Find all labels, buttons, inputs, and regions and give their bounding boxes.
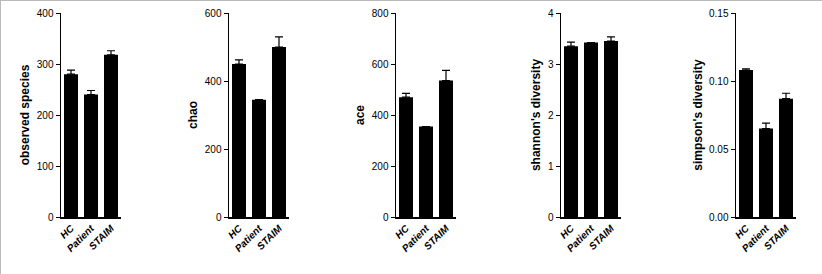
svg-text:0.15: 0.15	[709, 8, 729, 19]
svg-text:100: 100	[37, 161, 54, 172]
svg-text:STAIM: STAIM	[422, 222, 452, 252]
svg-text:Patient: Patient	[233, 222, 265, 254]
svg-text:0: 0	[48, 212, 54, 223]
svg-text:300: 300	[37, 59, 54, 70]
svg-text:1: 1	[548, 161, 554, 172]
svg-text:HC: HC	[733, 222, 752, 241]
svg-text:HC: HC	[226, 222, 245, 241]
svg-text:4: 4	[548, 8, 554, 19]
svg-text:0.10: 0.10	[709, 76, 729, 87]
svg-text:400: 400	[37, 8, 54, 19]
svg-text:200: 200	[205, 144, 222, 155]
svg-text:2: 2	[548, 110, 554, 121]
svg-text:STAIM: STAIM	[762, 222, 792, 252]
svg-text:observed species: observed species	[18, 64, 32, 165]
svg-text:Patient: Patient	[565, 222, 597, 254]
svg-text:simpson's diversity: simpson's diversity	[691, 59, 705, 171]
svg-text:3: 3	[548, 59, 554, 70]
svg-text:600: 600	[205, 8, 222, 19]
svg-text:0: 0	[216, 212, 222, 223]
svg-text:HC: HC	[558, 222, 577, 241]
svg-text:Patient: Patient	[65, 222, 97, 254]
svg-text:0: 0	[548, 212, 554, 223]
svg-text:chao: chao	[186, 101, 200, 129]
svg-text:shannon's diversity: shannon's diversity	[529, 59, 543, 172]
svg-text:STAIM: STAIM	[587, 222, 617, 252]
svg-text:STAIM: STAIM	[255, 222, 285, 252]
svg-text:0.05: 0.05	[709, 144, 729, 155]
svg-text:0: 0	[383, 212, 389, 223]
svg-text:Patient: Patient	[400, 222, 432, 254]
svg-text:800: 800	[372, 8, 389, 19]
svg-text:HC: HC	[58, 222, 77, 241]
svg-text:200: 200	[37, 110, 54, 121]
svg-text:400: 400	[372, 110, 389, 121]
svg-text:0.00: 0.00	[709, 212, 729, 223]
svg-text:Patient: Patient	[740, 222, 772, 254]
svg-text:200: 200	[372, 161, 389, 172]
svg-text:STAIM: STAIM	[87, 222, 117, 252]
svg-text:ace: ace	[353, 105, 367, 125]
svg-text:400: 400	[205, 76, 222, 87]
svg-text:HC: HC	[393, 222, 412, 241]
svg-text:600: 600	[372, 59, 389, 70]
